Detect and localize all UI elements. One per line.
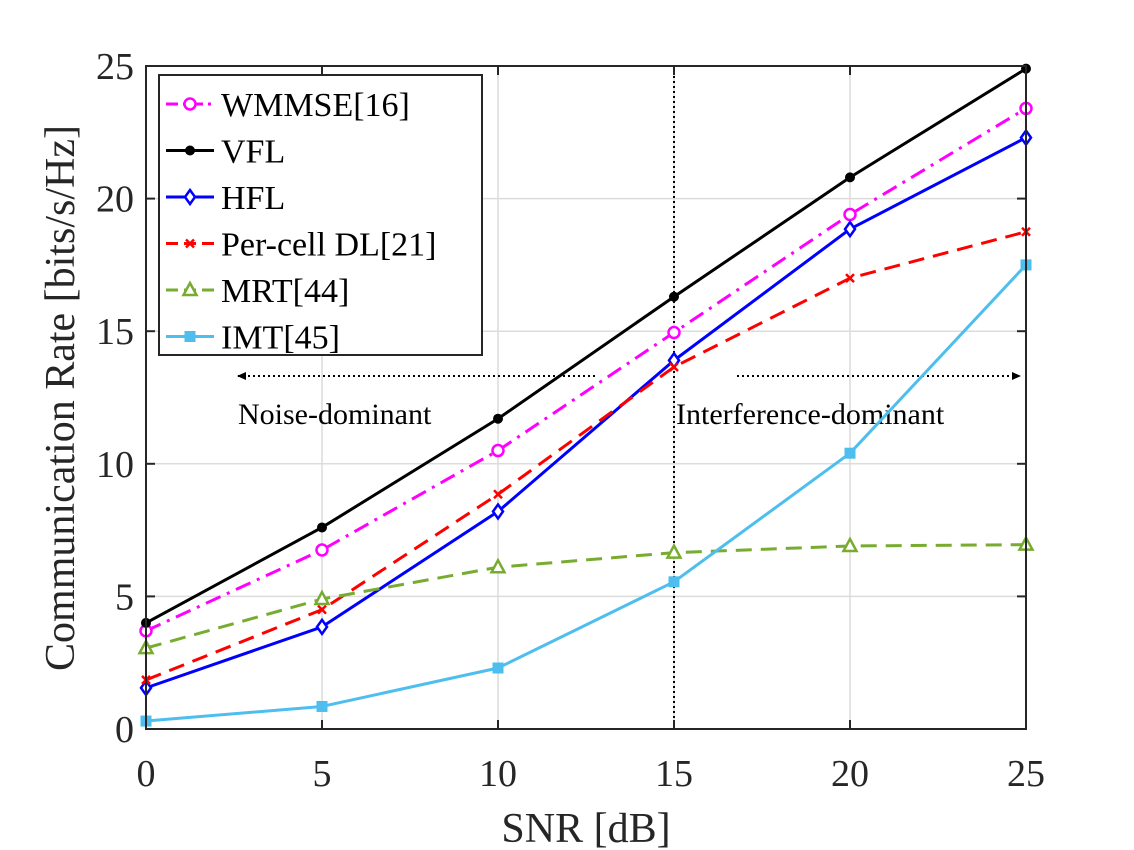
noise-dominant-label: Noise-dominant (238, 398, 432, 431)
grid-lines (145, 65, 1027, 730)
data-point-0-1 (315, 543, 329, 557)
data-point-3-2 (493, 489, 503, 500)
legend-label-1: VFL (221, 134, 285, 171)
x-tick-label-5: 25 (1007, 753, 1045, 795)
data-point-5-4 (844, 447, 856, 459)
legend-item-0: WMMSE[16] (166, 87, 410, 124)
x-axis-label: SNR [dB] (501, 806, 670, 850)
legend-box (158, 74, 483, 356)
x-tick-label-1: 5 (313, 753, 332, 795)
data-point-3-4 (845, 273, 855, 284)
legend-label-5: IMT[45] (221, 320, 340, 357)
y-tick-label-0: 0 (115, 709, 134, 751)
x-tick-label-2: 10 (479, 753, 517, 795)
legend-label-3: Per-cell DL[21] (221, 227, 437, 264)
series-1 (141, 63, 1031, 628)
legend-swatch-marker (185, 145, 195, 156)
y-tick-label-1: 5 (115, 576, 134, 618)
data-point-4-2 (489, 557, 507, 574)
y-tick-label-4: 20 (96, 179, 134, 221)
legend-item-4: MRT[44] (166, 273, 349, 310)
data-point-4-4 (841, 536, 859, 553)
series-4 (137, 535, 1035, 655)
series-line-3 (145, 230, 1027, 682)
data-point-0-4 (843, 207, 857, 222)
series-line-1 (145, 67, 1027, 625)
interference-dominant-label: Interference-dominant (676, 398, 945, 431)
series-line-4 (145, 543, 1027, 650)
axis-ticks: 0 5 10 15 20 25 0 5 10 15 20 25 (96, 46, 1045, 795)
legend: WMMSE[16] VFL HFL Per-cell DL[21] MRT[44] IMT… (158, 74, 483, 357)
x-tick-label-0: 0 (137, 753, 156, 795)
legend-swatch-marker (185, 238, 195, 249)
series-line-5 (145, 263, 1028, 723)
legend-label-4: MRT[44] (221, 273, 349, 310)
legend-label-2: HFL (221, 180, 285, 217)
x-tick-label-4: 20 (831, 753, 869, 795)
data-point-5-1 (316, 700, 328, 712)
legend-item-2: HFL (166, 180, 285, 217)
legend-swatch-marker (181, 280, 199, 297)
data-point-1-3 (669, 291, 679, 302)
y-axis-label: Communication Rate [bits/s/Hz] (38, 125, 84, 671)
plot-frame (145, 65, 1027, 730)
series-line-0 (145, 107, 1027, 633)
data-point-1-4 (845, 172, 855, 183)
annotations: Noise-dominant Interference-dominant (237, 372, 1021, 431)
data-point-4-3 (665, 543, 683, 559)
series-line-2 (145, 136, 1027, 690)
legend-item-3: Per-cell DL[21] (166, 227, 437, 264)
data-point-0-2 (491, 443, 505, 458)
y-tick-label-2: 10 (96, 444, 134, 486)
legend-item-1: VFL (166, 134, 285, 171)
data-point-4-1 (313, 589, 331, 606)
y-tick-label-3: 15 (96, 311, 134, 353)
data-point-3-3 (669, 362, 679, 372)
y-tick-label-5: 25 (96, 46, 134, 88)
data-point-1-2 (493, 413, 503, 424)
data-point-5-2 (492, 662, 504, 674)
data-point-2-1 (315, 617, 329, 637)
data-point-2-4 (843, 219, 857, 239)
legend-swatch-marker (183, 97, 197, 111)
x-tick-label-3: 15 (655, 753, 693, 795)
data-point-2-2 (491, 502, 505, 521)
legend-swatch-marker (184, 331, 196, 342)
data-point-0-3 (667, 325, 681, 340)
legend-item-5: IMT[45] (166, 320, 340, 357)
legend-swatch-marker (183, 187, 197, 207)
data-point-5-3 (668, 576, 680, 588)
legend-label-0: WMMSE[16] (221, 87, 410, 124)
data-point-1-1 (317, 522, 327, 533)
data-point-3-1 (317, 604, 327, 615)
